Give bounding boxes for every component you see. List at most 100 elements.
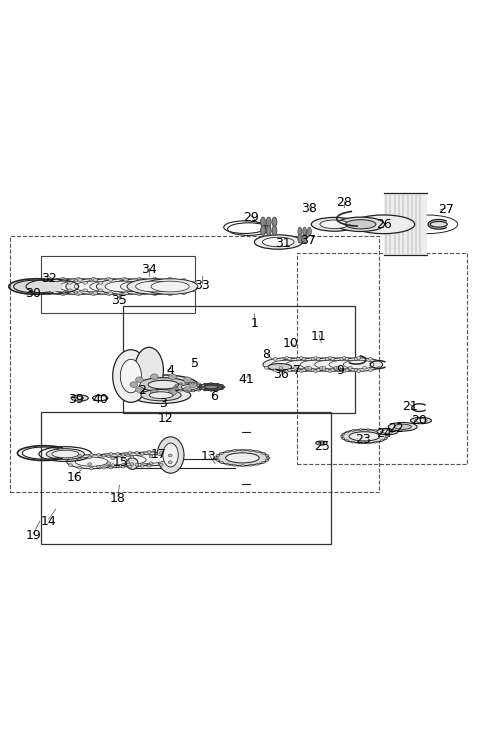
Ellipse shape [107, 462, 111, 465]
Ellipse shape [192, 289, 196, 292]
Text: 18: 18 [110, 492, 126, 505]
Text: 39: 39 [69, 393, 84, 406]
Ellipse shape [60, 292, 65, 295]
Ellipse shape [144, 281, 149, 284]
Ellipse shape [137, 278, 142, 280]
Ellipse shape [359, 428, 362, 431]
Ellipse shape [47, 279, 52, 281]
Ellipse shape [297, 369, 300, 371]
Ellipse shape [191, 390, 195, 392]
Ellipse shape [369, 369, 372, 371]
Ellipse shape [154, 292, 159, 295]
Ellipse shape [308, 366, 312, 369]
Ellipse shape [120, 279, 125, 281]
Ellipse shape [199, 384, 224, 390]
Text: 23: 23 [355, 433, 371, 446]
Ellipse shape [272, 217, 277, 227]
Ellipse shape [331, 357, 335, 360]
Ellipse shape [273, 369, 277, 371]
Ellipse shape [204, 389, 206, 391]
Ellipse shape [240, 465, 244, 466]
Ellipse shape [46, 449, 84, 459]
Ellipse shape [111, 463, 115, 466]
Ellipse shape [128, 452, 132, 455]
Ellipse shape [90, 453, 94, 456]
Ellipse shape [143, 279, 198, 295]
Ellipse shape [340, 369, 344, 371]
Ellipse shape [91, 292, 96, 295]
Ellipse shape [88, 456, 92, 459]
Text: 30: 30 [25, 287, 41, 300]
Ellipse shape [298, 227, 302, 236]
Text: 27: 27 [438, 203, 454, 216]
Ellipse shape [346, 431, 348, 433]
Ellipse shape [62, 279, 67, 281]
Ellipse shape [262, 452, 265, 454]
Ellipse shape [159, 452, 163, 455]
Ellipse shape [166, 292, 171, 295]
Ellipse shape [357, 357, 360, 360]
Text: 14: 14 [41, 515, 57, 528]
Ellipse shape [157, 437, 184, 473]
Ellipse shape [44, 281, 82, 292]
Text: 38: 38 [301, 202, 317, 215]
Ellipse shape [66, 279, 121, 295]
Ellipse shape [116, 464, 120, 467]
Ellipse shape [129, 289, 133, 292]
Ellipse shape [113, 349, 149, 402]
Ellipse shape [384, 433, 387, 435]
Ellipse shape [127, 458, 138, 469]
Ellipse shape [75, 457, 108, 466]
Ellipse shape [216, 389, 219, 391]
Ellipse shape [272, 226, 277, 235]
Ellipse shape [96, 279, 152, 295]
Ellipse shape [133, 454, 165, 463]
Ellipse shape [249, 450, 252, 452]
Ellipse shape [197, 386, 200, 388]
Ellipse shape [147, 464, 151, 467]
Ellipse shape [204, 383, 206, 385]
Ellipse shape [380, 440, 383, 442]
Text: 36: 36 [273, 368, 289, 381]
Ellipse shape [114, 455, 146, 464]
Ellipse shape [415, 419, 427, 423]
Ellipse shape [266, 226, 271, 235]
Ellipse shape [357, 370, 360, 373]
Ellipse shape [135, 292, 140, 295]
Ellipse shape [410, 417, 432, 424]
Ellipse shape [132, 387, 191, 404]
Ellipse shape [268, 363, 292, 371]
Ellipse shape [210, 390, 213, 392]
Ellipse shape [90, 281, 128, 292]
Ellipse shape [107, 292, 111, 295]
Ellipse shape [345, 220, 376, 229]
Ellipse shape [225, 450, 229, 452]
Ellipse shape [135, 377, 143, 382]
Ellipse shape [221, 388, 224, 390]
Ellipse shape [316, 369, 320, 371]
Ellipse shape [93, 279, 97, 281]
Text: 25: 25 [314, 440, 330, 453]
Text: 19: 19 [25, 529, 41, 542]
Ellipse shape [342, 433, 345, 435]
Ellipse shape [98, 289, 103, 292]
Ellipse shape [377, 428, 398, 435]
Ellipse shape [130, 281, 135, 284]
Ellipse shape [74, 279, 79, 281]
Ellipse shape [329, 360, 360, 369]
Ellipse shape [181, 385, 198, 390]
Ellipse shape [266, 217, 271, 227]
Text: 35: 35 [111, 295, 127, 308]
Ellipse shape [300, 370, 303, 373]
Ellipse shape [256, 463, 260, 465]
Ellipse shape [197, 383, 201, 385]
Ellipse shape [141, 390, 181, 401]
Text: 21: 21 [402, 400, 418, 413]
Ellipse shape [83, 289, 88, 292]
Ellipse shape [374, 430, 377, 431]
Ellipse shape [352, 430, 355, 431]
Ellipse shape [352, 215, 415, 234]
Ellipse shape [113, 281, 118, 284]
Ellipse shape [90, 467, 94, 470]
Ellipse shape [137, 292, 142, 295]
